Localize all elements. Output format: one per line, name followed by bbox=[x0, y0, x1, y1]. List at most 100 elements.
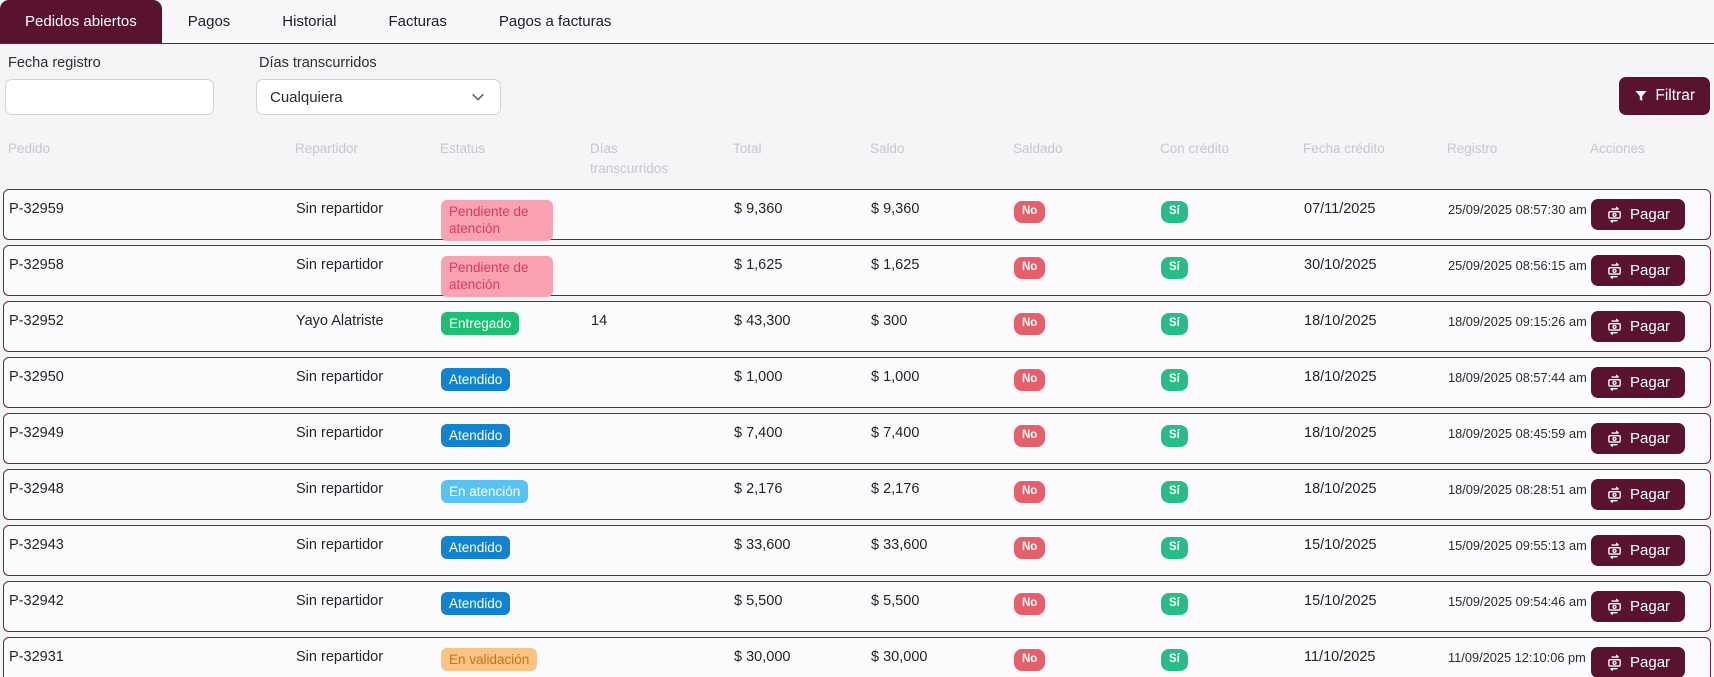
saldo-cell: $ 30,000 bbox=[871, 648, 928, 665]
con-credito-badge: Sí bbox=[1161, 256, 1188, 280]
filter-section: Fecha registro Días transcurridos Cualqu… bbox=[0, 44, 1714, 125]
fecha-credito-cell: 18/10/2025 bbox=[1304, 368, 1377, 385]
repartidor-cell: Sin repartidor bbox=[296, 480, 384, 497]
dias-transcurridos-cell bbox=[591, 534, 734, 536]
estatus-cell: Atendido bbox=[441, 590, 591, 616]
pagar-button[interactable]: Pagar bbox=[1591, 366, 1686, 398]
pagar-button[interactable]: Pagar bbox=[1591, 590, 1686, 622]
pagar-button[interactable]: Pagar bbox=[1591, 534, 1686, 566]
pedido-cell: P-32948 bbox=[9, 480, 64, 497]
tab-pagos-a-facturas[interactable]: Pagos a facturas bbox=[473, 0, 638, 43]
table-row: P-32952 Yayo Alatriste Entregado 14 $ 43… bbox=[3, 300, 1711, 352]
acciones-cell: Pagar bbox=[1591, 254, 1708, 286]
cash-payment-icon bbox=[1606, 542, 1623, 559]
pagar-button[interactable]: Pagar bbox=[1591, 646, 1686, 677]
pagar-button[interactable]: Pagar bbox=[1591, 310, 1686, 342]
cash-payment-icon bbox=[1606, 598, 1623, 615]
pedido-cell: P-32958 bbox=[9, 256, 64, 273]
pedido-cell: P-32931 bbox=[9, 648, 64, 665]
table-row: P-32931 Sin repartidor En validación $ 3… bbox=[3, 636, 1711, 677]
saldado-cell: No bbox=[1014, 590, 1161, 616]
acciones-cell: Pagar bbox=[1591, 590, 1708, 622]
saldado-cell: No bbox=[1014, 366, 1161, 392]
table-row: P-32948 Sin repartidor En atención $ 2,1… bbox=[3, 468, 1711, 520]
status-badge: Pendiente de atención bbox=[441, 255, 553, 297]
column-header-pedido: Pedido bbox=[8, 141, 51, 156]
repartidor-cell: Sin repartidor bbox=[296, 536, 384, 553]
registro-cell: 25/09/2025 08:56:15 am bbox=[1448, 257, 1587, 273]
dias-transcurridos-cell bbox=[591, 366, 734, 368]
table-row: P-32943 Sin repartidor Atendido $ 33,600… bbox=[3, 524, 1711, 576]
con-credito-cell: Sí bbox=[1161, 198, 1304, 224]
dias-transcurridos-cell bbox=[591, 478, 734, 480]
repartidor-cell: Sin repartidor bbox=[296, 368, 384, 385]
total-cell: $ 1,625 bbox=[734, 256, 783, 273]
con-credito-badge: Sí bbox=[1161, 312, 1188, 336]
cash-payment-icon bbox=[1606, 486, 1623, 503]
status-badge: Entregado bbox=[441, 311, 520, 336]
pagar-button[interactable]: Pagar bbox=[1591, 198, 1686, 230]
column-header-saldado: Saldado bbox=[1013, 141, 1063, 156]
saldado-cell: No bbox=[1014, 198, 1161, 224]
filtrar-button[interactable]: Filtrar bbox=[1619, 77, 1710, 115]
con-credito-cell: Sí bbox=[1161, 366, 1304, 392]
tab-historial[interactable]: Historial bbox=[256, 0, 362, 43]
status-badge: En validación bbox=[441, 647, 538, 672]
pagar-button-label: Pagar bbox=[1630, 261, 1671, 279]
saldado-badge: No bbox=[1014, 648, 1046, 672]
tab-pagos[interactable]: Pagos bbox=[162, 0, 257, 43]
estatus-cell: Atendido bbox=[441, 366, 591, 392]
cash-payment-icon bbox=[1606, 654, 1623, 671]
status-badge: Atendido bbox=[441, 591, 511, 616]
fecha-registro-label: Fecha registro bbox=[8, 55, 101, 71]
total-cell: $ 2,176 bbox=[734, 480, 783, 497]
saldado-badge: No bbox=[1014, 256, 1046, 280]
dias-transcurridos-select[interactable]: Cualquiera bbox=[256, 79, 501, 115]
estatus-cell: Atendido bbox=[441, 422, 591, 448]
pagar-button[interactable]: Pagar bbox=[1591, 254, 1686, 286]
saldado-badge: No bbox=[1014, 480, 1046, 504]
estatus-cell: En validación bbox=[441, 646, 591, 672]
saldado-cell: No bbox=[1014, 478, 1161, 504]
chevron-down-icon bbox=[469, 88, 487, 106]
tab-pedidos-abiertos[interactable]: Pedidos abiertos bbox=[0, 0, 162, 43]
column-header-dias-transcurridos: Días transcurridos bbox=[590, 141, 669, 177]
estatus-cell: En atención bbox=[441, 478, 591, 504]
registro-cell: 18/09/2025 09:15:26 am bbox=[1448, 313, 1587, 329]
cash-payment-icon bbox=[1606, 206, 1623, 223]
repartidor-cell: Sin repartidor bbox=[296, 200, 384, 217]
total-cell: $ 9,360 bbox=[734, 200, 783, 217]
pagar-button-label: Pagar bbox=[1630, 205, 1671, 223]
registro-cell: 25/09/2025 08:57:30 am bbox=[1448, 201, 1587, 217]
cash-payment-icon bbox=[1606, 374, 1623, 391]
table-row: P-32959 Sin repartidor Pendiente de aten… bbox=[3, 188, 1711, 241]
total-cell: $ 30,000 bbox=[734, 648, 791, 665]
pedido-cell: P-32943 bbox=[9, 536, 64, 553]
repartidor-cell: Sin repartidor bbox=[296, 424, 384, 441]
fecha-credito-cell: 30/10/2025 bbox=[1304, 256, 1377, 273]
con-credito-cell: Sí bbox=[1161, 254, 1304, 280]
pagar-button[interactable]: Pagar bbox=[1591, 422, 1686, 454]
con-credito-cell: Sí bbox=[1161, 310, 1304, 336]
saldado-cell: No bbox=[1014, 254, 1161, 280]
pedido-cell: P-32959 bbox=[9, 200, 64, 217]
pedido-cell: P-32949 bbox=[9, 424, 64, 441]
registro-cell: 18/09/2025 08:57:44 am bbox=[1448, 369, 1587, 385]
saldo-cell: $ 9,360 bbox=[871, 200, 920, 217]
column-header-fecha-credito: Fecha crédito bbox=[1303, 141, 1385, 156]
repartidor-cell: Yayo Alatriste bbox=[296, 312, 384, 329]
fecha-registro-input[interactable] bbox=[5, 79, 214, 115]
saldo-cell: $ 2,176 bbox=[871, 480, 920, 497]
con-credito-badge: Sí bbox=[1161, 648, 1188, 672]
pedido-cell: P-32950 bbox=[9, 368, 64, 385]
tab-facturas[interactable]: Facturas bbox=[362, 0, 472, 43]
dias-transcurridos-cell bbox=[591, 590, 734, 592]
dias-transcurridos-cell bbox=[591, 198, 734, 200]
fecha-credito-cell: 18/10/2025 bbox=[1304, 312, 1377, 329]
pagar-button-label: Pagar bbox=[1630, 653, 1671, 671]
acciones-cell: Pagar bbox=[1591, 198, 1708, 230]
pagar-button[interactable]: Pagar bbox=[1591, 478, 1686, 510]
pagar-button-label: Pagar bbox=[1630, 485, 1671, 503]
estatus-cell: Entregado bbox=[441, 310, 591, 336]
estatus-cell: Atendido bbox=[441, 534, 591, 560]
